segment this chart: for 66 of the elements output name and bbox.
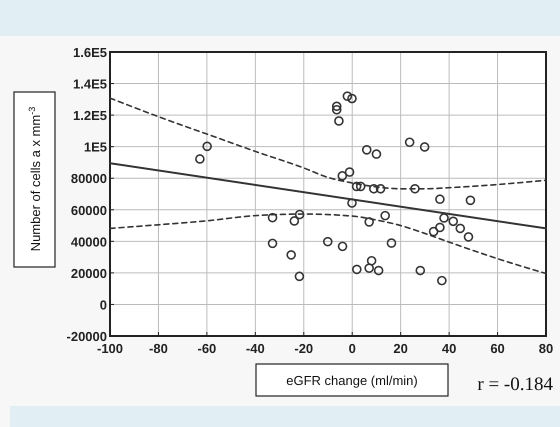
x-tick-label: -80 [149, 341, 168, 356]
x-tick-label: 20 [393, 341, 408, 356]
point [334, 116, 344, 126]
y-tick-label: 60000 [70, 202, 107, 218]
point [368, 184, 379, 194]
point [337, 171, 348, 181]
x-tick-label: -20 [294, 341, 314, 356]
point [386, 238, 396, 248]
point [364, 217, 374, 227]
x-tick-label: -60 [197, 341, 216, 356]
point [352, 182, 362, 192]
point [286, 250, 296, 260]
point [342, 91, 352, 101]
point [362, 145, 372, 155]
x-tick-label: 0 [348, 341, 356, 356]
point [448, 216, 458, 226]
y-tick-label: 1.4E5 [73, 76, 107, 92]
y-tick-label: 20000 [70, 266, 107, 281]
point [356, 182, 366, 192]
y-tick-label: 1.2E5 [73, 108, 107, 124]
point [437, 276, 447, 286]
x-tick-label: -100 [96, 341, 124, 356]
point [366, 256, 376, 266]
y-tick-label: 0 [100, 297, 107, 312]
point [322, 236, 333, 246]
point [415, 266, 426, 276]
point [268, 212, 278, 222]
point [435, 222, 445, 232]
text: r = -0.184 [477, 374, 554, 395]
point [374, 266, 384, 276]
point [338, 242, 348, 252]
y-tick-label: 1E5 [84, 140, 107, 155]
point [202, 142, 212, 152]
y-tick-label: -20000 [66, 329, 107, 344]
point [352, 264, 362, 274]
x-tick-label: 40 [442, 341, 456, 356]
point [195, 154, 205, 164]
x-axis-title: eGFR change (ml/min) [286, 373, 418, 388]
point [464, 232, 474, 242]
point [435, 194, 445, 204]
point [376, 184, 386, 194]
point [268, 238, 278, 248]
point [455, 224, 466, 234]
point [439, 213, 449, 223]
point [364, 263, 374, 273]
point [347, 94, 357, 104]
point [290, 216, 300, 226]
point [420, 142, 430, 152]
point [466, 196, 476, 206]
point [294, 210, 304, 220]
x-tick-label: -40 [246, 341, 265, 356]
y-tick-label: 1.6E5 [73, 45, 107, 60]
x-tick-label: 80 [538, 341, 554, 356]
point [347, 198, 357, 208]
point [380, 210, 390, 220]
point [410, 184, 420, 194]
x-tick-label: 60 [490, 341, 505, 356]
point [344, 167, 354, 177]
y-tick-label: 80000 [70, 171, 107, 186]
point [404, 137, 414, 148]
y-tick-label: 40000 [70, 234, 107, 250]
point [428, 226, 438, 236]
point [294, 272, 304, 282]
point [332, 104, 342, 115]
point [332, 101, 342, 112]
point [372, 149, 382, 159]
